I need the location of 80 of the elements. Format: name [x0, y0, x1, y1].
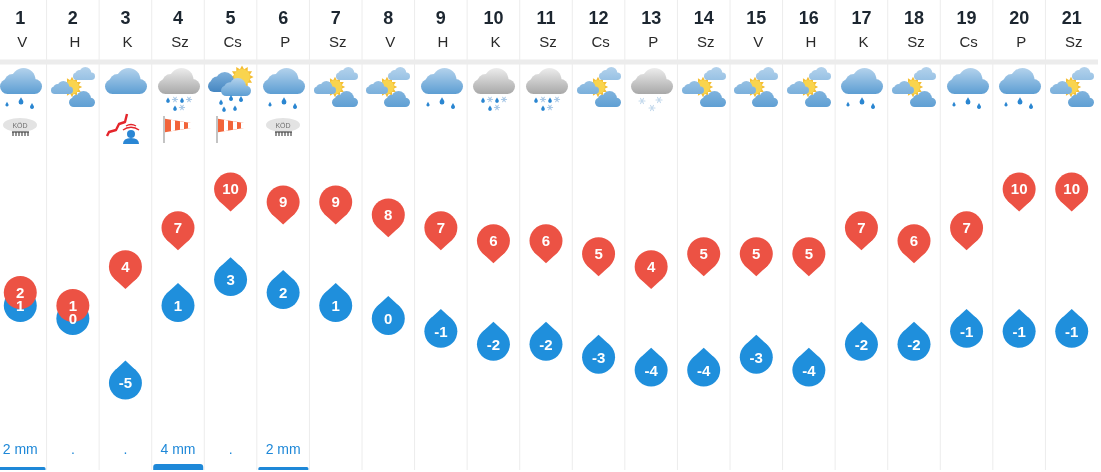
- point: [371, 301, 405, 335]
- data-label: 3: [226, 270, 235, 288]
- data-label: -2: [907, 335, 921, 353]
- point: [424, 211, 458, 245]
- data-label: 2 mm: [2, 441, 38, 457]
- point: [529, 224, 563, 258]
- x-tick-label: 3 K: [118, 8, 133, 50]
- data-label: 1: [173, 296, 183, 314]
- x-tick-label: 7 Sz: [324, 8, 347, 50]
- text: .: [228, 441, 233, 457]
- data-label: 4: [646, 258, 656, 276]
- data-label: -4: [644, 361, 659, 379]
- x-tick-label: 14 Sz: [692, 8, 715, 50]
- data-label: 1: [331, 296, 340, 314]
- data-label: 5: [752, 245, 761, 263]
- data-label: 4 mm: [160, 441, 196, 457]
- x-tick-label: 8 V: [381, 8, 396, 50]
- data-label: 9: [278, 193, 288, 211]
- data-label: -1: [1012, 322, 1026, 340]
- point: [161, 288, 195, 322]
- data-label: 1: [68, 296, 78, 314]
- data-label: 5: [594, 245, 603, 263]
- point: [897, 224, 931, 258]
- data-label: 2: [16, 283, 25, 301]
- data-label: -2: [539, 335, 553, 353]
- data-label: -2: [486, 335, 501, 353]
- data-label: 6: [489, 232, 498, 250]
- text: .: [70, 441, 75, 457]
- data-label: 6: [909, 232, 919, 250]
- point: [161, 211, 195, 245]
- x-tick-label: 5 Cs: [219, 8, 242, 50]
- data-label: 6: [541, 232, 551, 250]
- x-tick-label: 16 H: [798, 8, 819, 50]
- point: [214, 263, 248, 297]
- x-tick-label: 15 V: [746, 8, 767, 50]
- x-tick-label: 20 P: [1009, 8, 1030, 50]
- data-label: 5: [699, 245, 708, 263]
- point: [792, 237, 826, 271]
- data-label: 10: [1063, 180, 1081, 198]
- x-tick-label: 4 Sz: [167, 8, 189, 50]
- data-label: 10: [222, 180, 239, 198]
- data-label: -2: [854, 335, 869, 353]
- point: [319, 185, 353, 219]
- data-label: -5: [118, 374, 133, 392]
- data-label: -4: [802, 361, 817, 379]
- data-label: 7: [857, 219, 866, 237]
- x-tick-label: 9 H: [433, 8, 449, 50]
- text: .: [123, 441, 128, 457]
- x-tick-label: 13 P: [641, 8, 662, 50]
- data-label: 4: [121, 258, 131, 276]
- data-label: 7: [173, 219, 183, 237]
- point: [319, 288, 353, 322]
- x-tick-label: 11 Sz: [535, 8, 557, 50]
- data-label: 7: [962, 219, 971, 237]
- x-tick-label: 2 H: [65, 8, 81, 50]
- x-tick-label: 12 Cs: [587, 8, 610, 50]
- data-label: 2 mm: [265, 441, 301, 457]
- data-label: 8: [384, 206, 393, 224]
- data-label: 2: [278, 283, 288, 301]
- data-label: -1: [959, 322, 974, 340]
- data-label: 9: [331, 193, 340, 211]
- data-label: 0: [384, 309, 393, 327]
- x-tick-label: 6 P: [276, 8, 291, 50]
- point: [739, 237, 773, 271]
- data-label: 7: [436, 219, 446, 237]
- x-tick-label: 21 Sz: [1060, 8, 1083, 50]
- data-label: -3: [591, 348, 606, 366]
- data-label: -1: [434, 322, 448, 340]
- data-label: -4: [697, 361, 712, 379]
- x-tick-label: 1 V: [13, 8, 28, 50]
- x-tick-label: 17 K: [851, 8, 872, 50]
- data-label: -1: [1065, 322, 1079, 340]
- point: [687, 237, 721, 271]
- data-label: -3: [749, 348, 763, 366]
- point: [266, 276, 300, 310]
- data-label: 5: [804, 245, 814, 263]
- x-tick-label: 19 Cs: [955, 8, 978, 50]
- x-tick-label: 10 K: [483, 8, 504, 50]
- x-tick-label: 18 Sz: [903, 8, 925, 50]
- data-label: 10: [1010, 180, 1028, 198]
